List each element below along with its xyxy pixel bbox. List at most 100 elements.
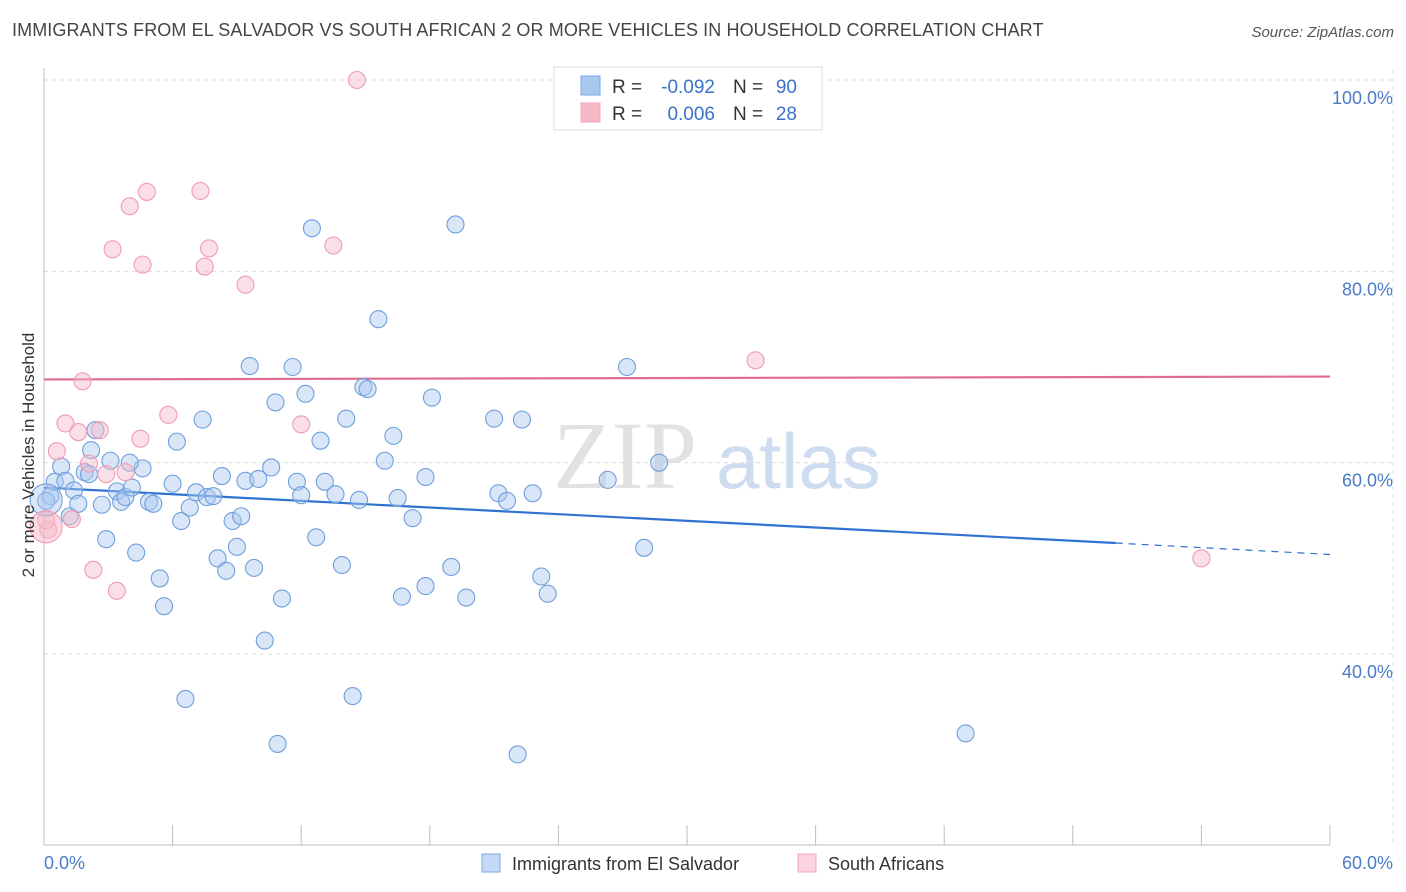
y-tick-label: 60.0% <box>1342 471 1393 491</box>
point-el-salvador-57 <box>337 409 356 428</box>
point-el-salvador-86 <box>956 724 975 743</box>
point-south-african-7 <box>84 560 103 579</box>
point-south-african-8 <box>90 421 109 440</box>
point-el-salvador-41 <box>249 469 268 488</box>
point-el-salvador-35 <box>223 511 242 531</box>
point-el-salvador-32 <box>208 549 227 568</box>
data-points <box>29 70 1211 764</box>
point-el-salvador-39 <box>240 356 259 376</box>
point-south-african-23 <box>324 236 343 255</box>
point-el-salvador-54 <box>315 472 334 491</box>
point-south-african-22 <box>292 415 311 434</box>
point-south-african-14 <box>131 429 150 448</box>
point-el-salvador-34 <box>217 561 236 580</box>
point-south-african-21 <box>236 275 255 294</box>
legend-n-value-1: 90 <box>776 77 797 98</box>
point-el-salvador-51 <box>302 219 321 238</box>
point-el-salvador-82 <box>598 470 617 489</box>
stats-legend: R = -0.092 N = 90 R = 0.006 N = 28 <box>553 66 823 131</box>
point-el-salvador-88 <box>120 453 139 472</box>
point-el-salvador-83 <box>617 357 637 377</box>
point-el-salvador-21 <box>150 569 169 588</box>
point-el-salvador-27 <box>180 498 199 517</box>
trend-line-el-salvador <box>43 486 1116 545</box>
watermark: ZIP atlas <box>553 402 881 509</box>
trend-line-el-salvador-extension <box>1115 542 1331 556</box>
point-el-salvador-61 <box>358 379 377 399</box>
point-el-salvador-43 <box>262 458 281 477</box>
y-axis-label: 2 or more Vehicles in Household <box>19 333 38 578</box>
point-el-salvador-52 <box>307 528 326 547</box>
point-el-salvador-23 <box>163 474 182 493</box>
point-el-salvador-46 <box>272 589 291 608</box>
point-south-african-16 <box>137 182 156 201</box>
point-el-salvador-74 <box>485 409 504 428</box>
point-el-salvador-31 <box>204 487 223 506</box>
point-el-salvador-65 <box>388 489 407 508</box>
point-el-salvador-84 <box>635 538 654 557</box>
point-el-salvador-22 <box>154 597 174 616</box>
point-el-salvador-30 <box>197 488 216 507</box>
point-el-salvador-87 <box>37 491 56 510</box>
point-south-african-4 <box>69 423 88 442</box>
point-south-african-1 <box>47 442 66 461</box>
point-el-salvador-12 <box>101 451 120 470</box>
point-el-salvador-68 <box>416 467 435 487</box>
point-el-salvador-78 <box>512 410 532 429</box>
point-el-salvador-76 <box>497 491 517 510</box>
point-south-african-20 <box>199 239 219 258</box>
point-el-salvador-36 <box>227 537 246 556</box>
point-el-salvador-66 <box>392 587 411 606</box>
point-el-salvador-28 <box>187 483 206 502</box>
point-el-salvador-44 <box>266 393 285 412</box>
point-el-salvador-50 <box>296 384 315 403</box>
point-el-salvador-11 <box>97 530 116 549</box>
point-south-african-19 <box>195 257 214 276</box>
point-el-salvador-85 <box>650 453 669 472</box>
point-south-african-12 <box>116 463 135 482</box>
point-el-salvador-15 <box>116 488 135 507</box>
point-south-african-5 <box>73 372 92 391</box>
legend-n-value-2: 28 <box>776 104 797 125</box>
point-el-salvador-64 <box>384 426 403 445</box>
point-el-salvador-55 <box>326 485 345 504</box>
point-south-african-9 <box>97 465 116 484</box>
point-el-salvador-79 <box>523 484 542 503</box>
point-el-salvador-25 <box>172 511 191 531</box>
point-el-salvador-72 <box>446 215 465 234</box>
point-el-salvador-58 <box>343 687 362 706</box>
legend-r-value-2: 0.006 <box>667 104 715 125</box>
point-el-salvador-56 <box>332 555 351 575</box>
bottom-legend-label-1: Immigrants from El Salvador <box>512 854 739 874</box>
point-el-salvador-71 <box>442 557 461 576</box>
trend-line-south-africans <box>43 375 1331 381</box>
point-el-salvador-24 <box>167 432 186 451</box>
point-el-salvador-80 <box>532 567 551 586</box>
point-el-salvador-63 <box>375 451 394 470</box>
source-label: Source: ZipAtlas.com <box>1251 24 1394 41</box>
point-south-african-26 <box>1192 549 1211 568</box>
point-south-african-17 <box>159 405 178 424</box>
point-el-salvador-16 <box>122 478 141 497</box>
point-el-salvador-6 <box>69 494 88 513</box>
point-south-african-cluster <box>29 510 63 544</box>
point-el-salvador-47 <box>283 357 302 377</box>
point-south-african-18 <box>191 181 210 201</box>
point-el-salvador-4 <box>60 507 79 526</box>
point-south-african-3 <box>62 510 81 529</box>
point-south-african-15 <box>133 255 152 274</box>
point-el-salvador-26 <box>176 689 195 709</box>
bottom-legend-swatch-blue <box>481 853 501 873</box>
point-el-salvador-67 <box>403 509 422 528</box>
legend-n-label-1: N = <box>733 77 763 98</box>
point-el-salvador-77 <box>508 745 527 764</box>
point-el-salvador-29 <box>193 410 212 429</box>
legend-n-label-2: N = <box>733 104 763 125</box>
bottom-legend-label-2: South Africans <box>828 854 944 874</box>
point-south-african-24 <box>347 70 366 90</box>
bottom-legend-swatch-pink <box>797 853 817 873</box>
watermark-zip: ZIP <box>553 402 697 509</box>
y-tick-labels: 40.0% 60.0% 80.0% 100.0% <box>1332 88 1393 682</box>
point-el-salvador-17 <box>127 543 146 562</box>
legend-r-label-1: R = <box>612 77 642 98</box>
